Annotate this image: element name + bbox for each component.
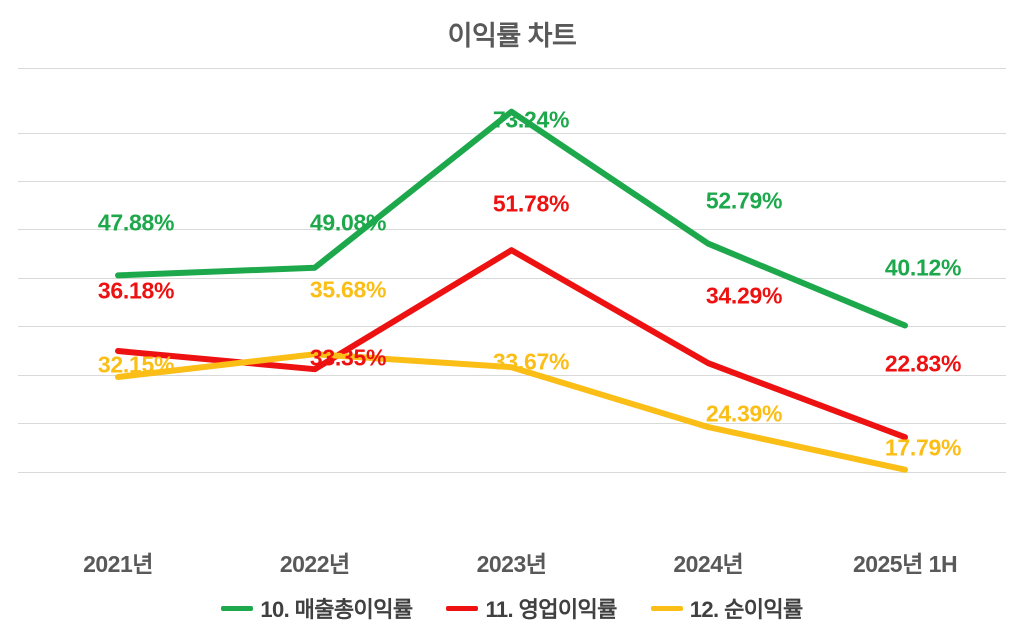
category-axis: 2021년 2022년 2023년 2024년 2025년 1H	[18, 545, 1006, 581]
category-label-5: 2025년 1H	[852, 551, 958, 577]
gridline-3	[18, 229, 1006, 230]
category-label-3: 2023년	[476, 551, 547, 577]
legend-swatch-icon-2	[446, 605, 479, 611]
data-label-s3-p4: 24.39%	[705, 400, 783, 427]
data-label-s2-p4: 34.29%	[705, 282, 783, 309]
data-label-s1-p1: 47.88%	[97, 209, 175, 236]
legend-label-3: 12. 순이익률	[689, 597, 803, 622]
gridline-6	[18, 375, 1006, 376]
data-label-s3-p2: 35.68%	[309, 276, 387, 303]
data-label-s1-p3: 73.24%	[492, 106, 570, 133]
gridline-2	[18, 181, 1006, 182]
gridline-5	[18, 326, 1006, 327]
gridline-8	[18, 472, 1006, 473]
data-label-s3-p1: 32.15%	[97, 351, 175, 378]
data-label-s3-p3: 33.67%	[492, 348, 570, 375]
series-line-1	[115, 108, 908, 329]
gridlines	[18, 68, 1006, 520]
chart-legend: 10. 매출총이익률 11. 영업이익률 12. 순이익률	[0, 592, 1024, 624]
data-label-s1-p5: 40.12%	[884, 254, 962, 281]
gridline-4	[18, 278, 1006, 279]
data-label-s2-p5: 22.83%	[884, 350, 962, 377]
legend-item-3[interactable]: 12. 순이익률	[650, 592, 803, 624]
data-label-s3-p5: 17.79%	[884, 434, 962, 461]
series-lines	[115, 108, 908, 473]
gridline-0	[18, 68, 1006, 69]
category-label-1: 2021년	[83, 551, 153, 577]
data-label-s2-p2: 33.35%	[309, 344, 387, 371]
data-label-s2-p1: 36.18%	[97, 277, 175, 304]
data-label-s1-p4: 52.79%	[705, 187, 783, 214]
legend-label-1: 10. 매출총이익률	[260, 597, 413, 622]
chart-title: 이익률 차트	[447, 21, 577, 51]
plot-area: 47.88% 49.08% 73.24% 52.79% 40.12% 36.18% 33.3…	[18, 68, 1006, 520]
legend-swatch-icon-3	[650, 605, 683, 611]
category-label-2: 2022년	[279, 551, 350, 577]
gridline-7	[18, 423, 1006, 424]
data-label-s2-p3: 51.78%	[492, 190, 570, 217]
legend-label-2: 11. 영업이익률	[485, 597, 617, 622]
legend-swatch-icon-1	[221, 605, 254, 611]
gridline-1	[18, 133, 1006, 134]
legend-item-2[interactable]: 11. 영업이익률	[446, 592, 617, 624]
data-label-s1-p2: 49.08%	[309, 209, 387, 236]
series-line-3	[115, 351, 908, 473]
legend-item-1[interactable]: 10. 매출총이익률	[221, 592, 413, 624]
category-label-4: 2024년	[673, 551, 744, 577]
